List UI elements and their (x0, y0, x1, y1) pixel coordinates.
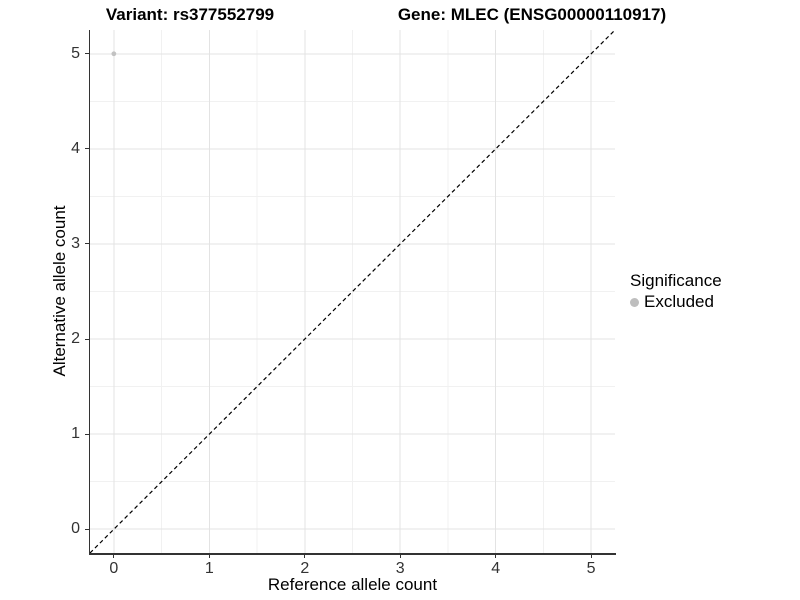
legend-point-icon (630, 297, 639, 307)
y-tick-label: 3 (71, 234, 80, 252)
x-tick-mark (113, 553, 115, 558)
y-tick-label: 5 (71, 44, 80, 62)
legend-title: Significance (630, 271, 722, 290)
y-tick-label: 4 (71, 139, 80, 157)
y-tick-label: 2 (71, 330, 80, 348)
x-tick-label: 3 (395, 560, 405, 577)
x-tick-mark (495, 553, 497, 558)
legend: Significance Excluded (630, 271, 722, 312)
x-tick-label: 5 (586, 560, 596, 577)
y-tick-label: 1 (71, 425, 80, 443)
x-tick-label: 4 (491, 560, 501, 577)
x-axis-title: Reference allele count (267, 575, 438, 594)
y-tick-mark (85, 433, 90, 435)
legend-item-label: Excluded (644, 292, 714, 311)
x-tick-label: 1 (204, 560, 214, 577)
plot-title-gene: Gene: MLEC (ENSG00000110917) (397, 5, 667, 24)
y-tick-mark (85, 148, 90, 150)
x-tick-mark (208, 553, 210, 558)
plot-title-variant: Variant: rs377552799 (105, 5, 275, 24)
y-tick-mark (85, 528, 90, 530)
x-tick-label: 2 (300, 560, 310, 577)
y-tick-mark (85, 243, 90, 245)
y-axis-title: Alternative allele count (50, 205, 69, 377)
y-tick-mark (85, 338, 90, 340)
data-point (111, 51, 117, 57)
y-tick-mark (85, 53, 90, 55)
plot-canvas (90, 30, 615, 553)
x-tick-mark (304, 553, 306, 558)
legend-item-excluded: Excluded (630, 292, 722, 312)
x-tick-label: 0 (109, 560, 119, 577)
x-axis-line (89, 553, 616, 555)
x-tick-mark (399, 553, 401, 558)
identity-line (90, 30, 615, 553)
plot-panel: 0 1 2 3 4 5 0 1 2 3 4 5 (71, 30, 615, 577)
y-tick-label: 0 (71, 520, 80, 538)
x-tick-mark (590, 553, 592, 558)
